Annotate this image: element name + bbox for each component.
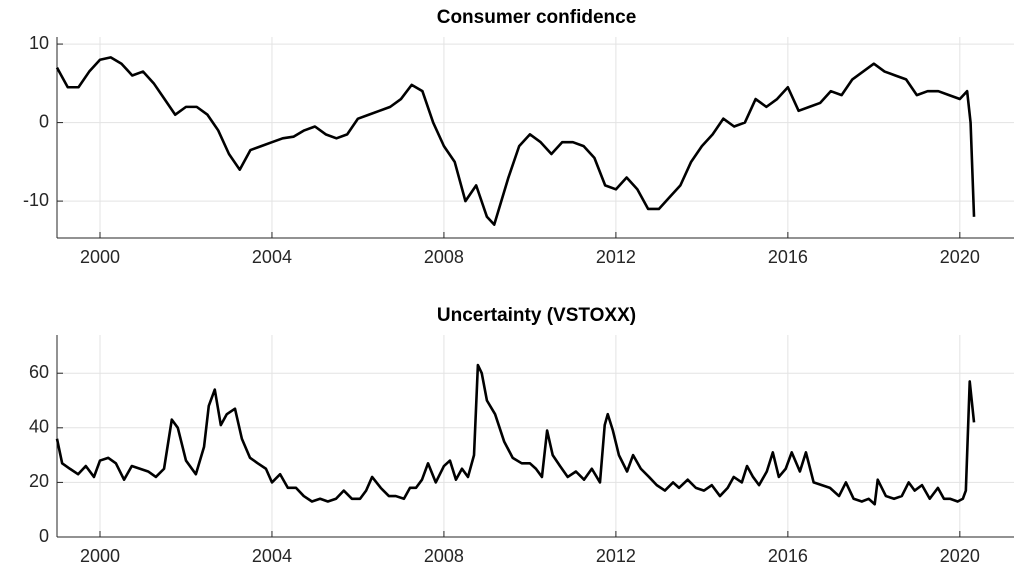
x-tick-label: 2004 xyxy=(252,546,292,566)
x-tick-label: 2008 xyxy=(424,546,464,566)
x-tick-label: 2020 xyxy=(940,546,980,566)
x-tick-label: 2020 xyxy=(940,247,980,267)
y-tick-label: 60 xyxy=(29,362,49,382)
chart-title: Consumer confidence xyxy=(437,7,637,28)
x-tick-label: 2000 xyxy=(80,247,120,267)
x-tick-label: 2016 xyxy=(768,546,808,566)
y-tick-label: -10 xyxy=(23,190,49,210)
x-tick-label: 2016 xyxy=(768,247,808,267)
data-line xyxy=(55,363,976,506)
y-tick-label: 0 xyxy=(39,111,49,131)
y-tick-label: 40 xyxy=(29,417,49,437)
data-line xyxy=(55,56,976,226)
y-tick-label: 0 xyxy=(39,526,49,546)
x-tick-label: 2000 xyxy=(80,546,120,566)
x-tick-label: 2008 xyxy=(424,247,464,267)
x-tick-label: 2004 xyxy=(252,247,292,267)
chart-title: Uncertainty (VSTOXX) xyxy=(437,305,636,326)
x-tick-label: 2012 xyxy=(596,546,636,566)
y-tick-label: 10 xyxy=(29,33,49,53)
y-tick-label: 20 xyxy=(29,471,49,491)
x-tick-label: 2012 xyxy=(596,247,636,267)
